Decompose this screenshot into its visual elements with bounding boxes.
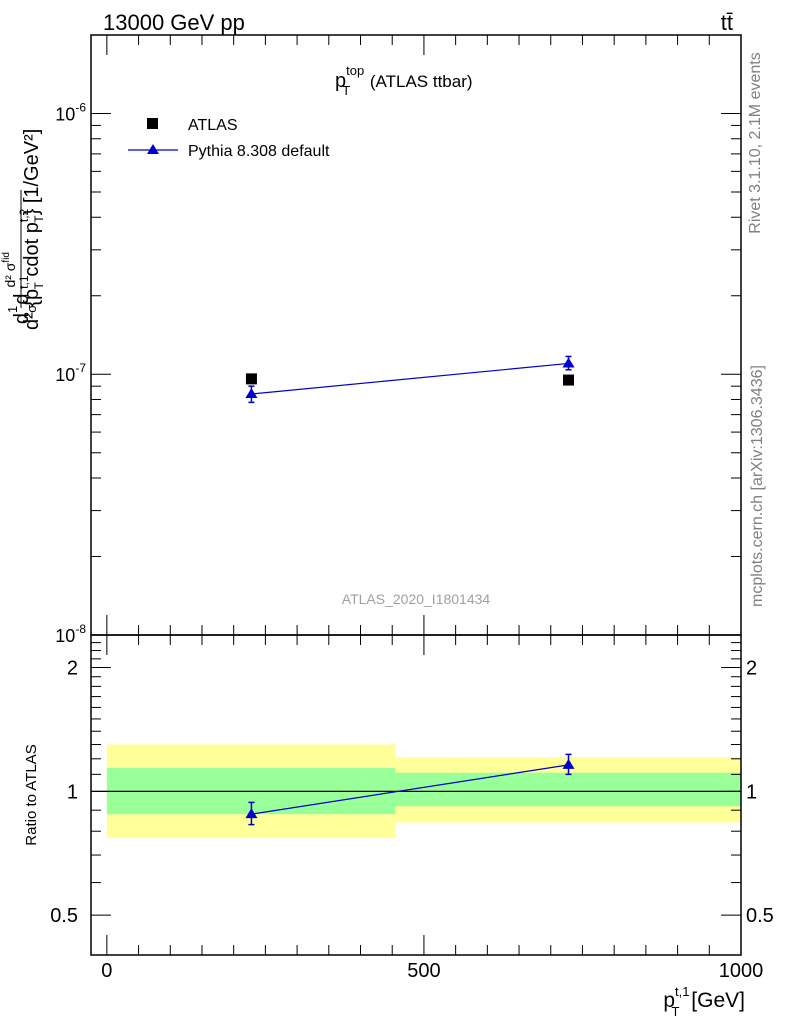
legend: ATLAS Pythia 8.308 default [128,117,330,160]
main-y-tick-label: 10-6 [55,100,86,124]
legend-marker-pythia [147,144,159,154]
pythia-point [562,357,575,368]
legend-label-atlas: ATLAS [188,117,238,134]
x-tick-label: 500 [407,960,440,982]
x-axis-label: pt,1 T [GeV] [663,984,745,1019]
x-tick-label: 0 [101,960,112,982]
main-y-tick-label: 10-7 [55,361,86,385]
legend-label-pythia: Pythia 8.308 default [188,143,330,160]
ratio-panel: 0.5 0.5 1 1 2 2 0 500 1000 Ratio to ATLAS pt,1 T … [23,634,774,1019]
ratio-y-tick-label-right: 0.5 [746,905,774,927]
process-label: tt̄ [721,10,733,35]
atlas-point [563,374,575,386]
ratio-y-tick-label-left: 0.5 [50,905,78,927]
main-panel: 10-8 10-7 10-6 ptop T (ATLAS ttbar) ATLAS_2… [1,34,742,646]
ratio-y-tick-label-right: 1 [746,781,757,803]
collision-label: 13000 GeV pp [103,10,245,35]
ratio-y-tick-label-left: 2 [67,658,78,680]
main-y-tick-label: 10-8 [55,622,86,646]
ratio-y-axis-label: Ratio to ATLAS [23,744,40,845]
mcplots-label: mcplots.cern.ch [arXiv:1306.3436] [749,365,766,607]
ratio-pythia-point [245,808,258,819]
pythia-line [251,362,569,395]
ratio-band-inner [395,772,741,807]
main-title: ptop T (ATLAS ttbar) [335,63,473,98]
rivet-label: Rivet 3.1.10, 2.1M events [747,52,764,233]
ratio-y-tick-label-left: 1 [67,781,78,803]
atlas-point [245,373,257,385]
ratio-pythia-point [562,758,575,769]
main-y-axis-label: d1 σdd² σfidd² {pt,1T cdot pt,2T} [1/GeV²… [1,129,46,330]
analysis-id: ATLAS_2020_I1801434 [342,591,491,607]
ratio-pythia-line [251,764,569,815]
pythia-point [245,387,258,398]
ratio-y-tick-label-right: 2 [746,658,757,680]
legend-marker-atlas [147,118,158,129]
ratio-frame [90,634,742,956]
x-tick-label: 1000 [719,960,764,982]
